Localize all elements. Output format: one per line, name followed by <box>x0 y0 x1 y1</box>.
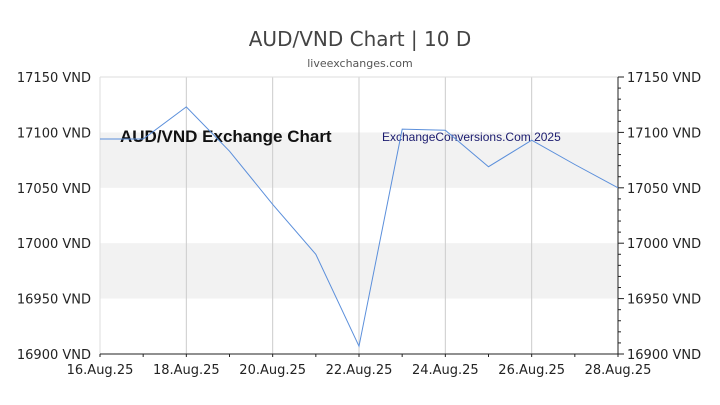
x-tick-label: 18.Aug.25 <box>153 363 220 378</box>
y-tick-label-right: 17150 VND <box>627 71 701 86</box>
x-tick-label: 26.Aug.25 <box>498 363 565 378</box>
y-tick-label-left: 16900 VND <box>17 348 91 363</box>
chart-title: AUD/VND Chart | 10 D <box>249 27 471 51</box>
series-line-group <box>100 106 619 348</box>
y-tick-label-left: 17100 VND <box>17 126 91 141</box>
x-tick-label: 16.Aug.25 <box>67 363 134 378</box>
watermark-right: ExchangeConversions.Com 2025 <box>382 130 561 144</box>
watermark-left: AUD/VND Exchange Chart <box>120 127 332 146</box>
y-tick-label-left: 16950 VND <box>17 293 91 308</box>
y-tick-label-right: 17000 VND <box>627 237 701 252</box>
y-tick-label-left: 17150 VND <box>17 71 91 86</box>
watermarks: AUD/VND Exchange Chart ExchangeConversio… <box>120 127 561 146</box>
y-tick-label-right: 16950 VND <box>627 293 701 308</box>
y-tick-label-right: 17100 VND <box>627 126 701 141</box>
y-tick-label-left: 17000 VND <box>17 237 91 252</box>
x-tick-label: 22.Aug.25 <box>326 363 393 378</box>
tick-labels: 16900 VND 16900 VND 16950 VND 16950 VND 1700… <box>17 71 701 378</box>
y-tick-label-right: 17050 VND <box>627 182 701 197</box>
series-line <box>100 106 619 348</box>
x-tick-label: 24.Aug.25 <box>412 363 479 378</box>
x-tick-label: 20.Aug.25 <box>239 363 306 378</box>
chart-axes <box>99 76 624 357</box>
chart-subtitle: liveexchanges.com <box>307 57 412 70</box>
vertical-gridlines <box>185 77 619 354</box>
y-tick-label-right: 16900 VND <box>627 348 701 363</box>
y-tick-label-left: 17050 VND <box>17 182 91 197</box>
x-tick-label: 28.Aug.25 <box>585 363 652 378</box>
